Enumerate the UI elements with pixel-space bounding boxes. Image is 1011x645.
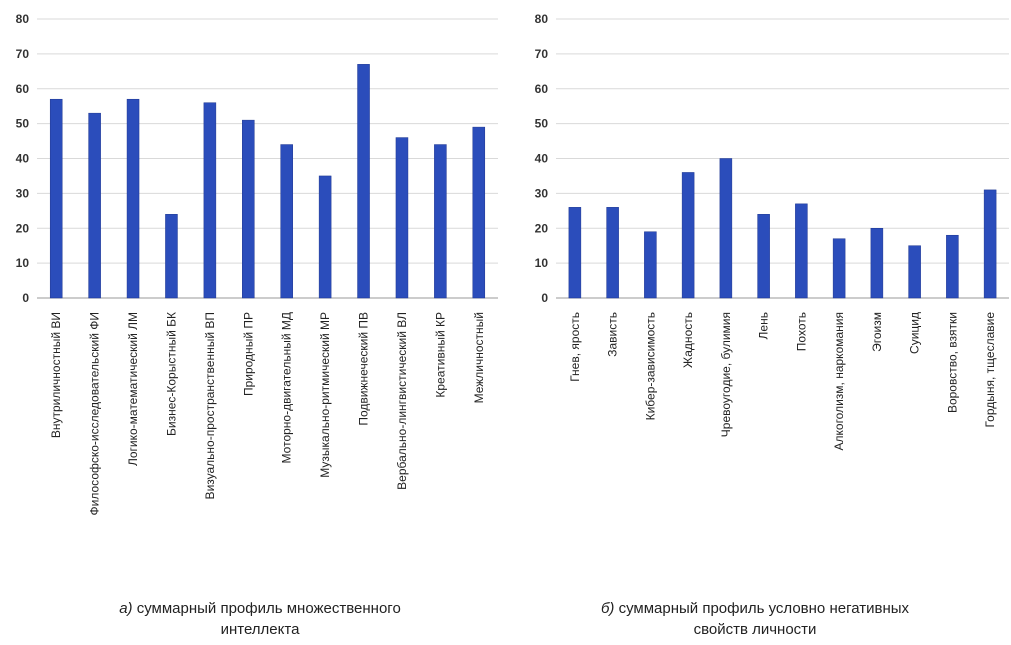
x-category-label: Межличностный xyxy=(472,312,486,403)
x-category-label: Алкоголизм, наркомания xyxy=(832,312,846,451)
y-tick-label: 80 xyxy=(535,12,549,26)
bar xyxy=(395,137,409,299)
x-category-label: Гнев, ярость xyxy=(568,312,582,382)
bar xyxy=(644,231,657,299)
bar xyxy=(870,228,884,299)
bar xyxy=(434,144,447,299)
x-category-label: Философско-исследовательский ФИ xyxy=(88,312,102,515)
x-category-label: Зависть xyxy=(606,312,620,357)
x-category-label: Гордыня, тщеславие xyxy=(983,312,997,428)
x-category-label: Кибер-зависимость xyxy=(643,312,657,420)
chart-multiple-intelligence: 0 10 20 30 40 50 60 70 80 Внутриличностный ВИ Фило… xyxy=(16,12,498,515)
caption-left-marker: а) xyxy=(119,600,133,617)
y-tick-label: 10 xyxy=(535,256,549,270)
x-category-label: Природный ПР xyxy=(241,312,255,396)
x-category-label: Бизнес-Корыстный БК xyxy=(164,312,178,436)
x-category-label: Лень xyxy=(757,312,771,339)
y-tick-label: 0 xyxy=(541,291,548,305)
bar xyxy=(357,64,370,299)
bar xyxy=(568,207,582,299)
caption-right-marker: б) xyxy=(600,600,615,617)
x-category-label: Подвижнеческий ПВ xyxy=(357,312,371,426)
bar xyxy=(832,238,846,299)
bar xyxy=(242,119,255,299)
x-category-label: Эгоизм xyxy=(870,312,884,352)
bar xyxy=(757,214,770,299)
y-tick-label: 70 xyxy=(535,47,549,61)
x-category-label: Похоть xyxy=(794,312,808,351)
x-category-label: Визуально-пространственный ВП xyxy=(203,312,217,499)
bar xyxy=(318,175,332,299)
y-tick-label: 30 xyxy=(16,186,30,200)
caption-left-text: суммарный профиль множественного xyxy=(132,600,401,617)
caption-left-text-2: интеллекта xyxy=(220,621,300,638)
caption-right: б) суммарный профиль условно негативных … xyxy=(535,598,975,640)
x-category-label: Внутриличностный ВИ xyxy=(49,312,63,438)
x-category-label: Воровство, взятки xyxy=(945,312,959,413)
x-category-label: Вербально-лингвистический ВЛ xyxy=(395,312,409,490)
y-tick-label: 60 xyxy=(535,82,549,96)
chart-negative-traits: 0 10 20 30 40 50 60 70 80 Гнев, ярость Зависть Кибе… xyxy=(535,12,1009,451)
bar xyxy=(795,203,808,299)
caption-right-text: суммарный профиль условно негативных xyxy=(614,600,910,617)
bar xyxy=(472,126,486,299)
bar xyxy=(719,158,733,299)
x-category-label: Чревоугодие, булимия xyxy=(719,312,733,437)
caption-left: а) суммарный профиль множественного инте… xyxy=(40,598,480,640)
y-tick-label: 70 xyxy=(16,47,30,61)
bar xyxy=(165,214,178,299)
bar xyxy=(203,102,217,299)
caption-right-text-2: свойств личности xyxy=(693,621,817,638)
x-category-label: Музыкально-ритмический МР xyxy=(318,312,332,478)
y-tick-label: 80 xyxy=(16,12,30,26)
bar xyxy=(908,245,921,299)
bar xyxy=(88,112,101,299)
bar xyxy=(49,98,63,299)
bar xyxy=(280,144,293,299)
y-tick-label: 30 xyxy=(535,186,549,200)
y-tick-label: 60 xyxy=(16,82,30,96)
y-tick-label: 50 xyxy=(535,117,549,131)
x-category-label: Логико-математический ЛМ xyxy=(126,312,140,466)
y-tick-label: 40 xyxy=(16,152,30,166)
x-category-label: Креативный КР xyxy=(433,312,447,398)
x-category-label: Жадность xyxy=(681,312,695,368)
bar xyxy=(606,207,619,299)
y-tick-label: 20 xyxy=(16,221,30,235)
x-category-label: Моторно-двигательный МД xyxy=(280,312,294,463)
y-tick-label: 20 xyxy=(535,221,549,235)
y-tick-label: 50 xyxy=(16,117,30,131)
y-tick-label: 10 xyxy=(16,256,30,270)
bar xyxy=(946,234,959,299)
y-tick-label: 40 xyxy=(535,152,549,166)
bar xyxy=(126,98,140,299)
bar xyxy=(681,172,695,299)
bar xyxy=(983,189,997,299)
y-tick-label: 0 xyxy=(22,291,29,305)
x-category-label: Суицид xyxy=(908,312,922,354)
